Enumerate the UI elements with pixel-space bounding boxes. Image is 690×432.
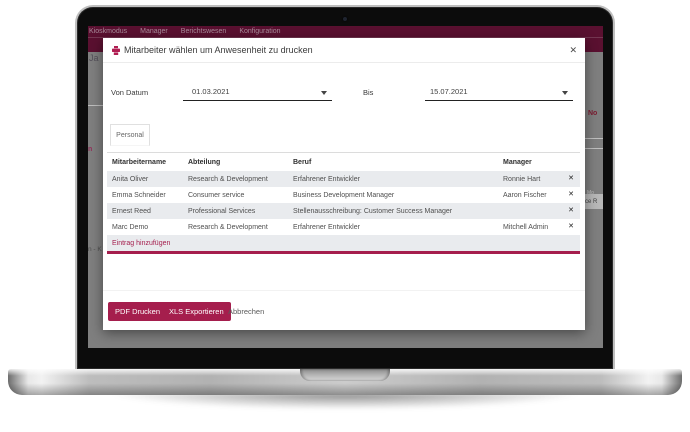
background-text-fragment: n - K [88, 246, 102, 253]
webcam-icon [343, 17, 347, 21]
modal-title: Mitarbeiter wählen um Anwesenheit zu dru… [124, 45, 313, 55]
cancel-button[interactable]: Abbrechen [228, 307, 265, 316]
to-date-label: Bis [363, 88, 374, 97]
table-row[interactable]: Emma Schneider Consumer service Business… [107, 187, 580, 203]
background-text-fragment: No [588, 110, 598, 117]
from-date-select[interactable]: 01.03.2021 [183, 84, 332, 101]
background-divider [585, 138, 603, 139]
laptop-lid-notch [300, 369, 390, 381]
background-text-fragment: ce R [585, 199, 598, 205]
employee-name-cell: Anita Oliver [112, 175, 149, 183]
table-row[interactable]: Ernest Reed Professional Services Stelle… [107, 203, 580, 219]
nav-underline [88, 37, 603, 38]
pdf-print-button[interactable]: PDF Drucken [108, 302, 168, 321]
print-attendance-modal: Mitarbeiter wählen um Anwesenheit zu dru… [103, 38, 585, 330]
to-date-select[interactable]: 15.07.2021 [425, 84, 573, 101]
nav-item-kioskmodus[interactable]: Kioskmodus [89, 28, 128, 35]
background-row-band [585, 194, 603, 209]
background-divider [88, 105, 103, 106]
remove-row-button[interactable]: ✕ [568, 175, 574, 182]
app-viewport: Kioskmodus Manager Berichtswesen Konfigu… [88, 26, 603, 348]
print-icon [112, 46, 120, 55]
column-header-name: Mitarbeitername [112, 158, 167, 166]
employee-name-cell: Ernest Reed [112, 207, 151, 215]
column-header-job: Beruf [293, 158, 312, 166]
table-accent-bar [107, 251, 580, 254]
department-cell: Research & Development [188, 223, 268, 231]
to-date-value: 15.07.2021 [430, 87, 468, 96]
nav-item-berichtswesen[interactable]: Berichtswesen [180, 28, 227, 35]
chevron-down-icon [562, 91, 568, 95]
from-date-value: 01.03.2021 [192, 87, 230, 96]
xls-export-button[interactable]: XLS Exportieren [162, 302, 231, 321]
manager-cell: Mitchell Admin [503, 223, 549, 231]
background-text-fragment: Mo [587, 190, 594, 196]
employee-name-cell: Marc Demo [112, 223, 149, 231]
remove-row-button[interactable]: ✕ [568, 191, 574, 198]
manager-cell: Aaron Fischer [503, 191, 547, 199]
manager-cell: Ronnie Hart [503, 175, 541, 183]
job-cell: Business Development Manager [293, 191, 395, 199]
nav-item-konfiguration[interactable]: Konfiguration [239, 28, 281, 35]
table-body: Anita Oliver Research & Development Erfa… [107, 171, 580, 235]
background-divider [585, 148, 603, 149]
footer-divider [103, 290, 585, 291]
table-row[interactable]: Anita Oliver Research & Development Erfa… [107, 171, 580, 187]
background-text-fragment: n [88, 146, 93, 153]
close-icon[interactable]: ✕ [569, 45, 577, 55]
column-header-department: Abteilung [188, 158, 221, 166]
employee-table: Mitarbeitername Abteilung Beruf Manager … [107, 152, 580, 254]
nav-item-manager[interactable]: Manager [140, 28, 168, 35]
background-text-fragment: Ja [89, 53, 99, 63]
department-cell: Professional Services [188, 207, 256, 215]
department-cell: Consumer service [188, 191, 245, 199]
job-cell: Stellenausschreibung: Customer Success M… [293, 207, 453, 215]
column-header-manager: Manager [503, 158, 532, 166]
add-entry-row[interactable]: Eintrag hinzufügen [107, 235, 580, 251]
modal-header: Mitarbeiter wählen um Anwesenheit zu dru… [103, 38, 585, 63]
remove-row-button[interactable]: ✕ [568, 207, 574, 214]
department-cell: Research & Development [188, 175, 268, 183]
remove-row-button[interactable]: ✕ [568, 223, 574, 230]
job-cell: Erfahrener Entwickler [293, 175, 360, 183]
chevron-down-icon [321, 91, 327, 95]
from-date-label: Von Datum [111, 88, 149, 97]
tab-personal[interactable]: Personal [110, 124, 150, 146]
job-cell: Erfahrener Entwickler [293, 223, 360, 231]
table-row[interactable]: Marc Demo Research & Development Erfahre… [107, 219, 580, 235]
employee-name-cell: Emma Schneider [112, 191, 166, 199]
table-header-row: Mitarbeitername Abteilung Beruf Manager [107, 153, 580, 171]
laptop-shadow [30, 393, 660, 415]
